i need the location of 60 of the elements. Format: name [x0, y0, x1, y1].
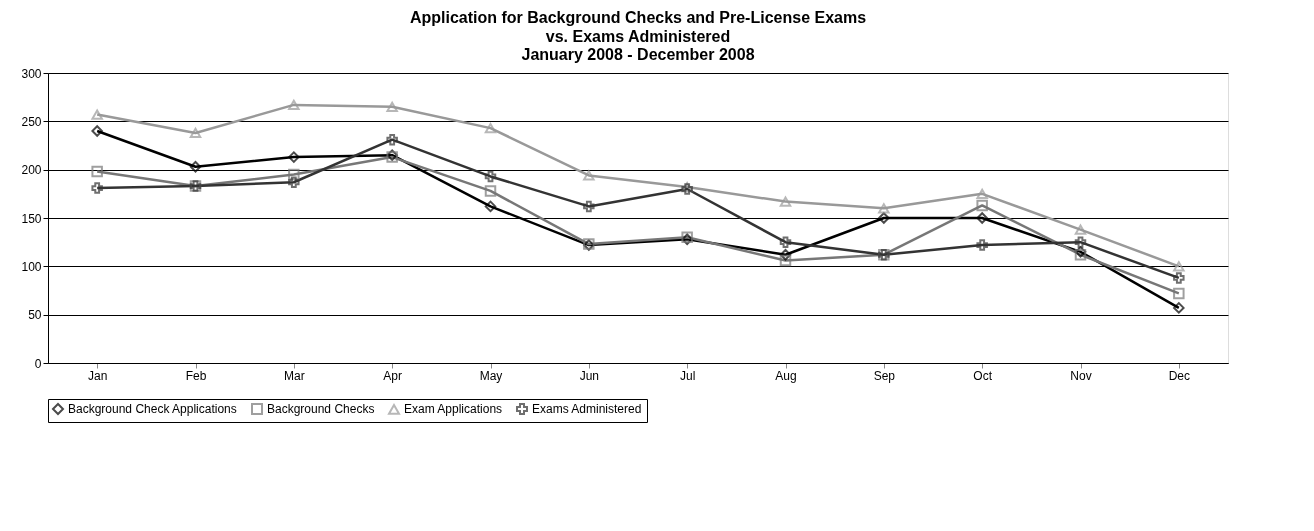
x-tick-label: Aug: [775, 368, 797, 383]
y-tick-label: 250: [21, 114, 42, 129]
point: [779, 248, 792, 261]
legend-label: Background Checks: [267, 402, 375, 416]
y-tick-label: 100: [21, 259, 42, 274]
x-tick-label: Jan: [87, 368, 108, 383]
x-tick-label: Sep: [873, 368, 896, 383]
point: [484, 122, 497, 134]
x-tick-label: Dec: [1168, 368, 1191, 383]
point: [484, 185, 497, 197]
point: [484, 170, 497, 183]
point: [976, 199, 988, 212]
legend-label: Exam Applications: [404, 402, 503, 417]
y-tick-label: 200: [21, 163, 42, 178]
x-tick-label: Mar: [284, 368, 305, 383]
point: [288, 151, 300, 163]
legend-label: Exams Administered: [532, 402, 642, 416]
point: [91, 109, 103, 120]
point: [91, 125, 103, 137]
point: [1173, 261, 1185, 272]
point: [583, 200, 595, 213]
point: [1074, 224, 1087, 235]
chart-subtitle: vs. Exams Administered: [545, 28, 731, 45]
point: [779, 236, 792, 248]
point: [386, 101, 398, 112]
point: [288, 176, 300, 188]
point: [976, 239, 988, 251]
point: [878, 203, 890, 214]
point: [288, 99, 300, 111]
point: [1173, 272, 1185, 284]
point: [484, 200, 497, 213]
x-tick-label: Feb: [185, 368, 207, 383]
point: [288, 168, 300, 181]
point: [1173, 302, 1185, 314]
point: [386, 133, 398, 146]
chart-title: Application for Background Checks and Pre-License Exams: [409, 9, 867, 26]
point: [878, 212, 890, 224]
x-tick-label: Oct: [973, 368, 993, 383]
point: [189, 127, 202, 139]
y-tick-label: 0: [34, 356, 42, 371]
point: [976, 188, 988, 199]
legend-label: Background Check Applications: [68, 402, 237, 416]
point: [976, 212, 988, 224]
point: [91, 182, 103, 194]
x-tick-label: Jun: [579, 368, 600, 383]
point: [91, 165, 103, 178]
point: [189, 161, 202, 173]
x-tick-label: Nov: [1070, 368, 1092, 383]
x-tick-label: May: [479, 368, 503, 383]
y-tick-label: 300: [21, 66, 42, 81]
point: [779, 254, 792, 267]
y-tick-label: 50: [28, 308, 42, 323]
x-tick-label: Apr: [383, 368, 403, 383]
point: [1173, 287, 1185, 300]
x-tick-label: Jul: [679, 368, 696, 383]
point: [583, 170, 595, 181]
text: January 2008 - December 2008: [521, 46, 755, 63]
y-tick-label: 150: [21, 211, 42, 226]
point: [779, 196, 792, 207]
point: [1074, 236, 1087, 248]
